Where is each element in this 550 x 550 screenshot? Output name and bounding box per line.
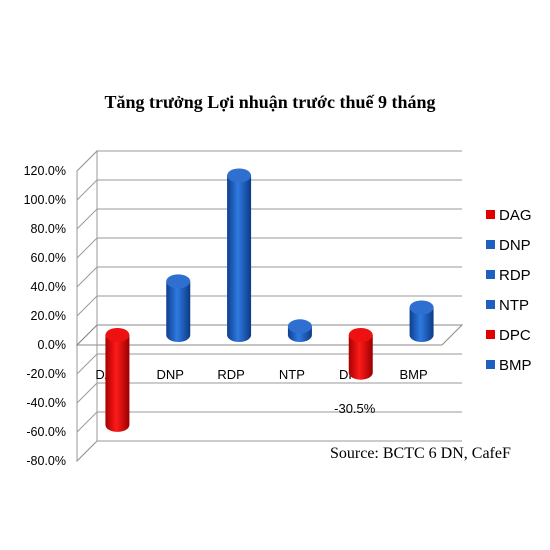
gridline [76, 353, 462, 375]
legend-label: RDP [499, 267, 531, 284]
bar-cap [409, 300, 434, 315]
category-label: DNP [157, 367, 184, 382]
bar-cap [166, 274, 191, 289]
y-tick-label: -60.0% [26, 425, 66, 439]
bar-dnp [166, 274, 191, 342]
y-tick-label: 20.0% [31, 309, 66, 323]
y-tick-label: 120.0% [24, 164, 66, 178]
y-tick-label: 40.0% [31, 280, 66, 294]
category-label: NTP [279, 367, 305, 382]
data-label: -30.5% [334, 401, 376, 416]
data-labels: -30.5% [334, 401, 376, 416]
legend-swatch [486, 300, 495, 309]
source-note: Source: BCTC 6 DN, CafeF [330, 445, 511, 462]
gridline [76, 324, 462, 346]
bar-body [166, 281, 191, 342]
legend-label: BMP [499, 357, 532, 374]
y-tick-label: -20.0% [26, 367, 66, 381]
bar-cap [105, 328, 130, 342]
gridline [76, 382, 462, 404]
category-label: BMP [399, 367, 427, 382]
y-tick-label: 0.0% [38, 338, 67, 352]
y-tick-label: -80.0% [26, 454, 66, 468]
gridline [76, 295, 462, 317]
bar-dag [105, 328, 130, 432]
legend-swatch [486, 240, 495, 249]
legend-label: NTP [499, 297, 529, 314]
y-tick-label: 80.0% [31, 222, 66, 236]
y-tick-label: 100.0% [24, 193, 66, 207]
legend-swatch [486, 270, 495, 279]
gridline [76, 440, 462, 462]
bar-bmp [409, 300, 434, 342]
y-tick-label: 60.0% [31, 251, 66, 265]
legend-swatch [486, 360, 495, 369]
category-label: RDP [217, 367, 244, 382]
bar-series [105, 168, 434, 432]
legend: DAG DNP RDP NTP DPC BMP [486, 207, 532, 374]
bar-cap [348, 328, 373, 342]
bar-cap [227, 168, 252, 183]
gridline [76, 179, 462, 201]
legend-swatch [486, 330, 495, 339]
gridline [76, 237, 462, 259]
bar-body [348, 335, 373, 380]
bar-body [227, 175, 252, 342]
legend-swatch [486, 210, 495, 219]
bar-cap [287, 319, 312, 334]
y-tick-label: -40.0% [26, 396, 66, 410]
gridline [76, 411, 462, 433]
y-axis: 120.0% 100.0% 80.0% 60.0% 40.0% 20.0% 0.0% -20.… [24, 164, 66, 468]
chart-title: Tăng trưởng Lợi nhuận trước thuế 9 tháng [104, 92, 435, 112]
legend-label: DAG [499, 207, 532, 224]
legend-label: DNP [499, 237, 531, 254]
plot-area [75, 149, 464, 463]
bar-dpc [348, 328, 373, 380]
bar-ntp [287, 319, 312, 342]
bar-body [105, 335, 130, 432]
gridline [76, 150, 462, 172]
bar-rdp [227, 168, 252, 342]
legend-label: DPC [499, 327, 531, 344]
zero-plane [75, 324, 464, 346]
gridline [76, 266, 462, 288]
gridline [76, 208, 462, 230]
bar-body [409, 307, 434, 342]
